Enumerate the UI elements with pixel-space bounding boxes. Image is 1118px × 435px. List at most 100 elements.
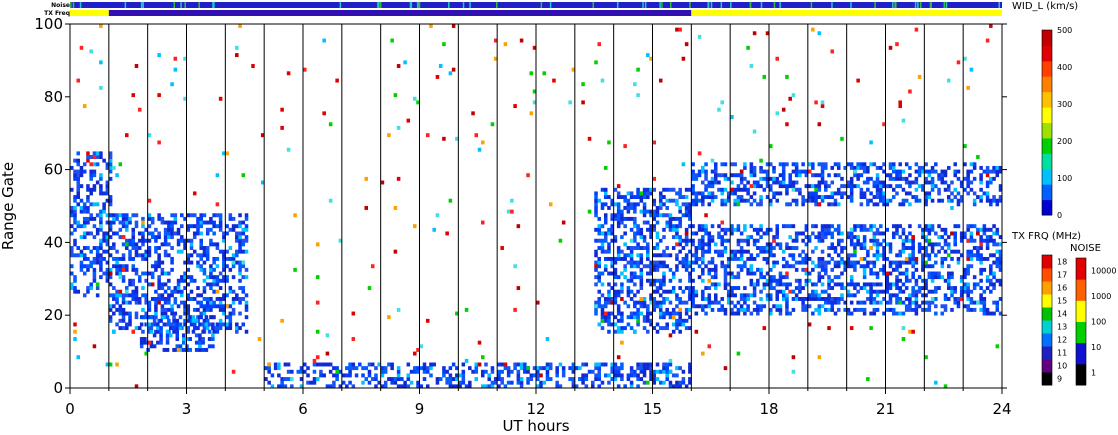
echo-cell [665, 198, 669, 203]
echo-cell [539, 366, 543, 371]
echo-cell [671, 246, 676, 250]
echo-cell [156, 340, 160, 345]
noise-strip-tick [810, 2, 813, 8]
echo-cell [736, 198, 741, 203]
echo-cell [937, 224, 941, 229]
echo-cell [143, 340, 147, 345]
echo-cell [422, 369, 427, 374]
echo-cell [636, 224, 640, 229]
echo-cell [82, 169, 87, 174]
echo-cell [597, 373, 602, 378]
echo-cell [817, 173, 822, 178]
echo-cell [212, 329, 216, 334]
echo-cell [92, 224, 97, 229]
echo-cell [607, 293, 611, 298]
echo-cell [131, 231, 136, 236]
echo-cell [775, 180, 780, 185]
echo-cell [150, 235, 155, 240]
echo-cell [212, 278, 216, 283]
echo-cell [675, 253, 679, 258]
echo-cell [519, 38, 524, 43]
echo-cell [817, 278, 822, 283]
echo-cell [911, 300, 915, 305]
echo-cell [189, 297, 194, 301]
echo-cell [940, 227, 945, 232]
echo-cell [697, 34, 702, 39]
echo-cell [474, 377, 479, 382]
txfreq-color-swatch [1042, 307, 1052, 321]
echo-cell [108, 155, 113, 159]
echo-cell [633, 311, 637, 316]
echo-cell [212, 231, 216, 236]
echo-cell [992, 253, 996, 258]
echo-cell [134, 311, 139, 316]
echo-cell [707, 191, 712, 196]
echo-cell [244, 213, 249, 218]
echo-cell [756, 202, 760, 207]
echo-cell [769, 202, 773, 207]
echo-cell [898, 300, 902, 305]
echo-cell [979, 307, 983, 312]
echo-cell [862, 307, 867, 312]
echo-cell [152, 318, 157, 323]
echo-cell [759, 275, 763, 280]
echo-cell [600, 249, 605, 254]
echo-cell [144, 278, 148, 283]
echo-cell [652, 246, 657, 250]
echo-cell [241, 289, 246, 294]
echo-cell [134, 224, 139, 229]
echo-cell [707, 297, 712, 301]
echo-cell [904, 176, 909, 181]
echo-cell [529, 377, 534, 382]
echo-cell [597, 362, 602, 367]
echo-cell [921, 256, 925, 261]
echo-cell [652, 297, 657, 301]
echo-cell [917, 173, 922, 178]
echo-cell [924, 355, 928, 360]
echo-cell [804, 304, 809, 309]
echo-cell [856, 173, 860, 178]
echo-cell [348, 362, 352, 367]
echo-cell [425, 318, 430, 323]
echo-cell [891, 293, 896, 298]
echo-cell [633, 369, 637, 374]
echo-cell [746, 191, 750, 196]
echo-cell [959, 289, 964, 294]
echo-cell [79, 198, 84, 203]
echo-cell [626, 253, 631, 258]
echo-cell [998, 311, 1003, 316]
echo-cell [781, 173, 786, 178]
echo-cell [390, 366, 394, 371]
echo-cell [141, 220, 145, 225]
echo-cell [396, 384, 401, 389]
echo-cell [707, 202, 712, 207]
echo-cell [736, 224, 741, 229]
echo-cell [82, 246, 87, 250]
echo-cell [519, 377, 524, 382]
echo-cell [89, 155, 93, 159]
echo-cell [99, 191, 103, 196]
echo-cell [710, 282, 715, 287]
echo-cell [924, 224, 928, 229]
echo-cell [811, 191, 815, 196]
echo-cell [694, 260, 699, 265]
echo-cell [367, 380, 372, 385]
echo-cell [642, 238, 647, 243]
echo-cell [510, 198, 514, 203]
echo-cell [853, 282, 857, 287]
noise-color-swatch [1076, 258, 1086, 280]
echo-cell [788, 282, 792, 287]
echo-cell [448, 71, 453, 76]
echo-cell [733, 275, 737, 280]
echo-cell [901, 289, 906, 294]
echo-cell [678, 224, 682, 229]
echo-cell [134, 289, 139, 294]
noise-strip-tick [945, 2, 948, 8]
echo-cell [222, 264, 226, 269]
echo-cell [207, 322, 212, 327]
echo-cell [953, 289, 957, 294]
echo-cell [849, 242, 854, 247]
echo-cell [545, 337, 550, 341]
echo-cell [196, 227, 200, 232]
echo-cell [992, 198, 996, 203]
